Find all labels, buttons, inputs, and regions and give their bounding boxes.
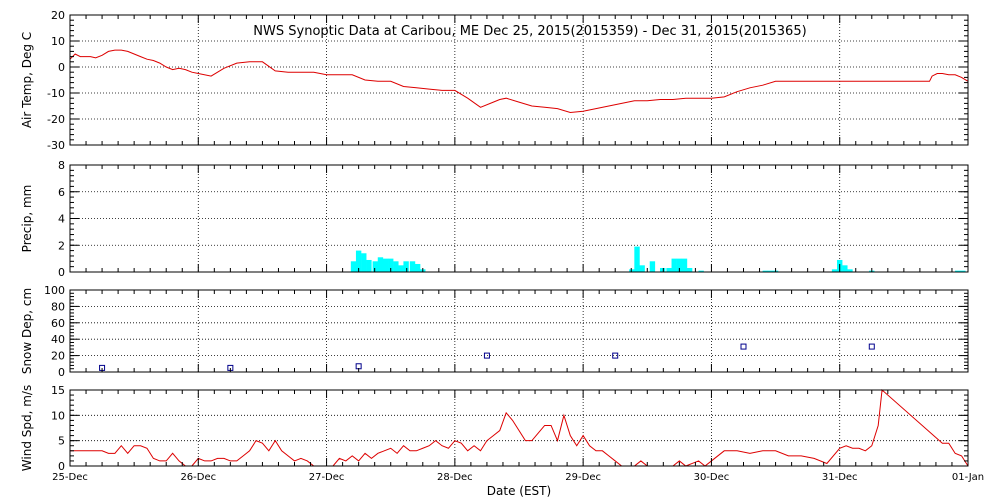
x-tick-label: 31-Dec (822, 472, 858, 483)
x-tick-label: 29-Dec (565, 472, 601, 483)
precip-bar (666, 267, 672, 272)
precip-bar (659, 267, 666, 272)
y-tick-label: 10 (51, 35, 65, 48)
precip-bar (842, 265, 848, 272)
y-tick-label: 0 (58, 460, 65, 473)
series-line (69, 49, 969, 114)
precip-bar (634, 246, 640, 272)
panel-2: 8 6 4 2 0 Precip, mm (20, 159, 969, 279)
y-tick-label: 8 (58, 159, 65, 172)
snow-depth-marker (612, 352, 619, 359)
panel-1: 20 10 0 -10 -20 -30 Air Temp, Deg C (20, 9, 969, 152)
precip-bar (960, 270, 966, 272)
precip-bar (382, 258, 389, 272)
x-tick-label: 25-Dec (52, 472, 88, 483)
precip-bar (377, 257, 384, 272)
precip-bar (767, 270, 774, 272)
y-axis-label: Snow Dep, cm (20, 288, 34, 374)
precip-bar (361, 253, 367, 272)
precip-bar (649, 261, 656, 272)
y-tick-label: 10 (51, 409, 65, 422)
y-tick-label: 4 (58, 213, 65, 226)
snow-depth-marker (740, 343, 747, 350)
precip-bar (629, 269, 635, 272)
y-tick-label: 20 (51, 350, 65, 363)
panel-3: 100 80 60 40 20 0 Snow Dep, cm (20, 284, 969, 379)
precip-bar (414, 263, 421, 272)
panel-frame (69, 289, 969, 373)
y-axis-label: Precip, mm (20, 185, 34, 253)
y-axis-label: Air Temp, Deg C (20, 32, 34, 128)
precip-bar (676, 258, 683, 272)
x-axis-label: Date (EST) (487, 484, 551, 498)
precip-bar (355, 250, 362, 272)
x-tick-label: 01-Jan (952, 472, 984, 483)
y-tick-label: -30 (47, 139, 65, 152)
precip-bar (350, 261, 357, 272)
precip-bar (639, 265, 645, 272)
precip-bar (366, 259, 372, 272)
precip-bar (393, 261, 399, 272)
panel-4: 15 10 5 0 Wind Spd, m/s (20, 384, 969, 473)
snow-depth-marker (868, 343, 875, 350)
y-tick-label: 20 (51, 9, 65, 22)
y-tick-label: 80 (51, 300, 65, 313)
snow-depth-marker (483, 352, 490, 359)
y-tick-label: 100 (44, 284, 65, 297)
y-tick-label: 5 (58, 435, 65, 448)
y-tick-label: 6 (58, 186, 65, 199)
precip-bar (955, 270, 961, 272)
y-tick-label: 40 (51, 333, 65, 346)
y-tick-label: 2 (58, 239, 65, 252)
y-tick-label: -20 (47, 113, 65, 126)
x-tick-label: 27-Dec (309, 472, 345, 483)
precip-bar (398, 265, 404, 272)
precip-bar (388, 258, 394, 272)
precip-bar (698, 270, 704, 272)
y-tick-label: 0 (58, 61, 65, 74)
precip-bar (686, 267, 693, 272)
y-tick-label: 15 (51, 384, 65, 397)
y-tick-label: 60 (51, 317, 65, 330)
y-axis-label: Wind Spd, m/s (20, 385, 34, 471)
series-line (70, 388, 969, 467)
precip-bar (372, 261, 379, 272)
precip-bar (847, 269, 853, 272)
panel-frame (69, 389, 969, 467)
precip-bar (671, 258, 677, 272)
y-tick-label: 0 (58, 266, 65, 279)
precip-bar (409, 261, 416, 272)
precip-bar (403, 261, 409, 272)
x-tick-label: 28-Dec (437, 472, 473, 483)
precip-bar (762, 270, 769, 272)
chart-title: NWS Synoptic Data at Caribou, ME Dec 25,… (253, 24, 806, 39)
x-tick-label: 26-Dec (180, 472, 216, 483)
x-tick-label: 30-Dec (694, 472, 730, 483)
panel-frame (69, 164, 969, 273)
precip-bar (831, 269, 838, 272)
y-tick-label: 0 (58, 366, 65, 379)
precip-bar (681, 258, 688, 272)
y-tick-label: -10 (47, 87, 65, 100)
